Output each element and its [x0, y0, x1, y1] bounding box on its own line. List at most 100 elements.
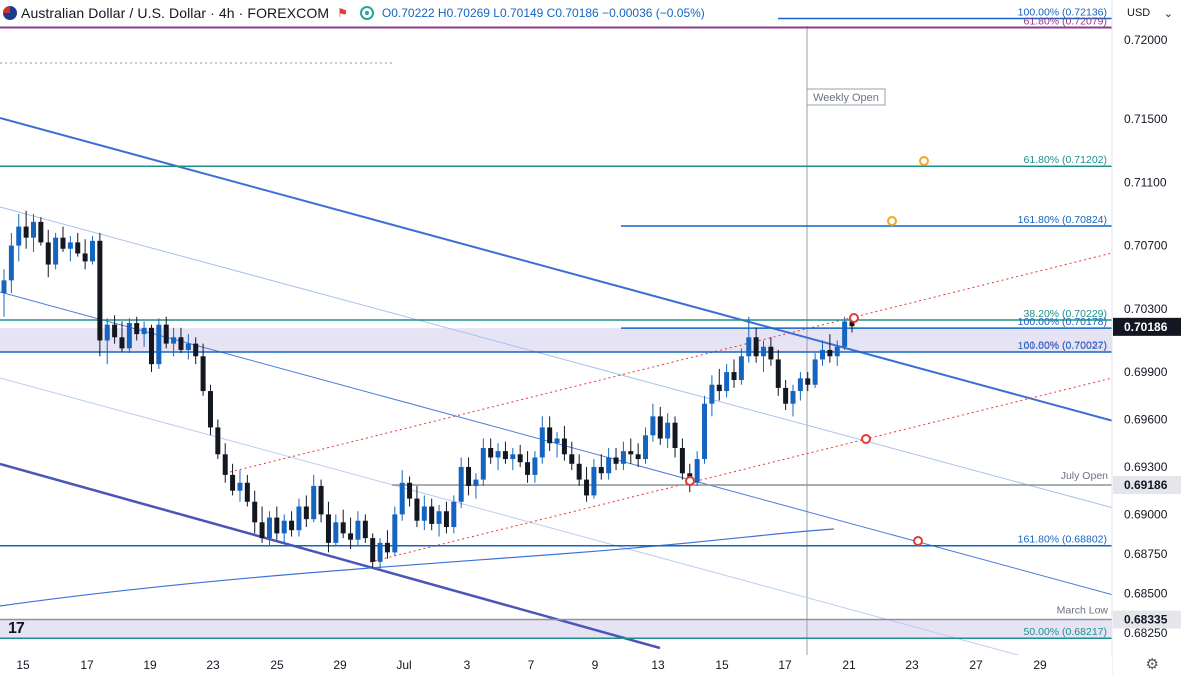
- candle-body: [67, 242, 73, 249]
- candle: [753, 327, 759, 363]
- candle-body: [628, 451, 634, 455]
- candle: [820, 340, 826, 366]
- candle-body: [525, 462, 531, 475]
- candle-body: [178, 337, 184, 350]
- settings-gear-icon[interactable]: ⚙: [1145, 656, 1159, 673]
- pivot-marker: [861, 434, 871, 444]
- candle: [547, 416, 553, 452]
- time-tick-label: 15: [16, 658, 30, 672]
- candle-body: [643, 435, 649, 460]
- candle-body: [421, 506, 427, 521]
- candle-body: [303, 506, 309, 520]
- currency-selector[interactable]: USD ⌄: [1119, 0, 1181, 26]
- candle: [266, 511, 272, 547]
- candle: [75, 232, 81, 257]
- candle-body: [156, 324, 162, 365]
- march-low-label: March Low: [1057, 605, 1109, 617]
- candle-body: [834, 346, 840, 357]
- ohlc-readout: O0.70222 H0.70269 L0.70149 C0.70186 −0.0…: [381, 6, 705, 20]
- candle: [237, 470, 243, 502]
- candle-body: [281, 520, 287, 534]
- candle: [783, 379, 789, 411]
- candle-body: [429, 506, 435, 524]
- tradingview-logo: 17: [8, 620, 25, 637]
- candle-body: [665, 422, 671, 439]
- fib-level-label: 61.80% (0.70032): [1024, 339, 1107, 351]
- candle: [23, 210, 29, 249]
- candle: [421, 495, 427, 531]
- price-label: 0.69186: [1124, 478, 1168, 492]
- time-tick-label: Jul: [396, 658, 411, 672]
- time-tick-label: 25: [270, 658, 284, 672]
- time-tick-label: 13: [651, 658, 665, 672]
- channel-lower-line: [0, 462, 661, 650]
- candle-body: [635, 454, 641, 460]
- july-open-label: July Open: [1061, 470, 1108, 482]
- candle: [119, 321, 125, 352]
- candle-body: [89, 240, 95, 262]
- candle: [163, 316, 169, 349]
- candle: [517, 444, 523, 467]
- candle-body: [724, 372, 730, 392]
- candle-body: [311, 485, 317, 520]
- candle-body: [620, 451, 626, 464]
- candle-body: [827, 349, 833, 357]
- price-tick-label: 0.70300: [1124, 302, 1168, 316]
- candle: [296, 498, 302, 537]
- candle: [679, 438, 685, 480]
- candle-body: [709, 384, 715, 404]
- fib-level-label: 161.80% (0.70824): [1018, 214, 1107, 226]
- candle: [436, 504, 442, 537]
- candle-body: [362, 520, 368, 539]
- weekly-open-box: [806, 88, 886, 106]
- candle-body: [510, 454, 516, 460]
- price-label-box: [1113, 475, 1181, 494]
- flag-mark-icon[interactable]: ⚑: [337, 6, 348, 20]
- candle-body: [1, 280, 7, 294]
- candle: [473, 473, 479, 499]
- median-upper-dotted-line: [229, 252, 1113, 473]
- price-tick-label: 0.71500: [1124, 112, 1168, 126]
- candle-body: [38, 221, 44, 243]
- candle-body: [112, 324, 118, 338]
- fib-level-label: 61.80% (0.71202): [1024, 154, 1107, 166]
- candle: [694, 451, 700, 486]
- visibility-eye-icon[interactable]: [359, 6, 374, 20]
- candle: [495, 443, 501, 471]
- candle-body: [561, 438, 567, 455]
- time-tick-label: 29: [1033, 658, 1047, 672]
- fib-labels: 100.00% (0.72136)61.80% (0.72079) 61.80% …: [1018, 6, 1107, 638]
- candle-body: [672, 422, 678, 448]
- candle-body: [775, 359, 781, 388]
- candle-body: [215, 427, 221, 455]
- candle-body: [702, 403, 708, 460]
- candle: [775, 349, 781, 396]
- candle: [746, 316, 752, 363]
- candle: [761, 340, 767, 373]
- candle: [377, 538, 383, 570]
- candle: [407, 476, 413, 507]
- candle: [584, 466, 590, 502]
- candle: [399, 470, 405, 521]
- candle: [665, 413, 671, 448]
- candle: [724, 364, 730, 398]
- candle-body: [598, 466, 604, 474]
- candle-body: [237, 482, 243, 491]
- candle: [104, 318, 110, 365]
- candle: [134, 316, 140, 341]
- candle-body: [289, 520, 295, 531]
- fib-level-label: 100.00% (0.70178): [1018, 316, 1107, 328]
- candle-body: [820, 349, 826, 360]
- candle-body: [318, 485, 324, 515]
- candle: [333, 514, 339, 547]
- candle: [827, 334, 833, 363]
- time-tick-label: 27: [969, 658, 983, 672]
- pivot-marker: [849, 313, 859, 323]
- candle: [259, 506, 265, 543]
- candle: [244, 474, 250, 507]
- candle-body: [75, 242, 81, 254]
- candle: [222, 443, 228, 483]
- symbol-title[interactable]: Australian Dollar / U.S. Dollar · 4h · F…: [21, 5, 330, 21]
- candle: [16, 213, 22, 262]
